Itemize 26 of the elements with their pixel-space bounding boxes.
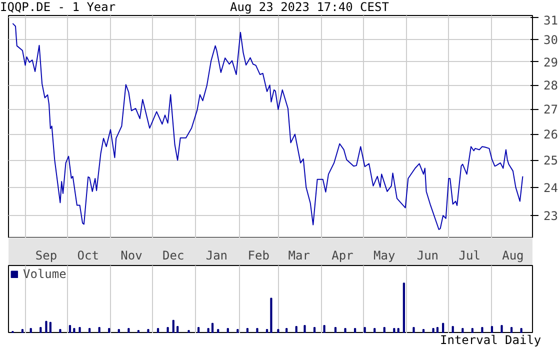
x-tick-label: May — [374, 248, 396, 262]
line-series — [12, 22, 524, 230]
y-tick-label: 31 — [544, 14, 558, 28]
y-tick-label: 23 — [544, 209, 558, 224]
x-tick-label: Dec — [162, 248, 184, 262]
x-tick-label: Jan — [206, 248, 228, 262]
y-tick-label: 24 — [544, 180, 558, 195]
y-tick-label: 29 — [544, 55, 558, 70]
x-tick-label: Feb — [248, 248, 270, 262]
x-tick-label: Mar — [288, 248, 310, 262]
x-tick-label: Apr — [332, 248, 354, 262]
x-tick-label: Oct — [77, 248, 99, 262]
legend-label: Volume — [23, 267, 66, 281]
y-tick-label: 28 — [544, 78, 558, 93]
y-tick-label: 27 — [544, 102, 558, 117]
annotation: Interval Daily — [440, 333, 542, 347]
y-tick-label: 25 — [544, 154, 558, 168]
y-tick-label: 26 — [544, 128, 558, 142]
chart-title: IQQP.DE - 1 Year — [0, 0, 116, 14]
x-tick-label: Aug — [502, 248, 524, 262]
x-tick-label: Sep — [35, 248, 58, 262]
chart-subtitle: Aug 23 2023 17:40 CEST — [230, 0, 389, 14]
y-tick-label: 30 — [544, 32, 558, 47]
x-tick-label: Jul — [458, 248, 480, 262]
x-tick-label: Nov — [120, 248, 142, 262]
x-tick-label: Jun — [416, 248, 439, 262]
